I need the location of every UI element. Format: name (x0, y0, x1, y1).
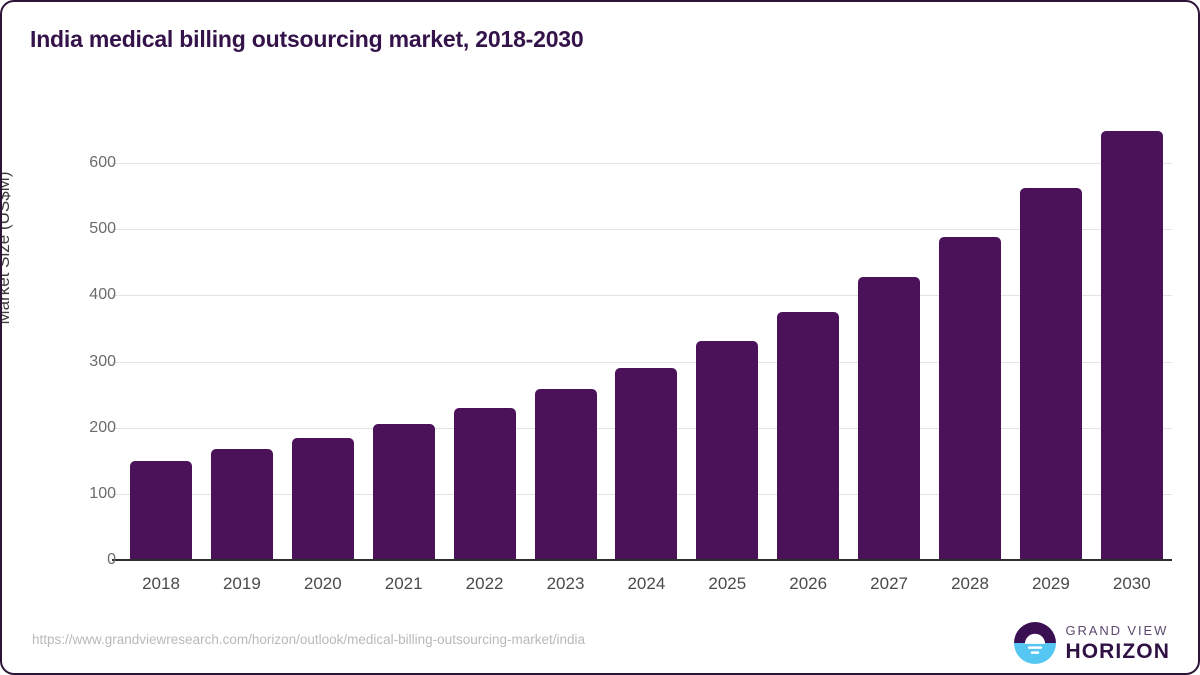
page-title: India medical billing outsourcing market… (30, 26, 584, 52)
logo-brand-line-1: GRAND VIEW (1065, 623, 1169, 638)
horizon-circle-icon (1014, 622, 1057, 664)
bar[interactable] (939, 236, 1001, 560)
x-axis-tick-label: 2020 (303, 574, 342, 593)
bar[interactable] (534, 389, 597, 560)
y-axis-tick-label: 600 (89, 154, 116, 172)
bar[interactable] (291, 437, 354, 560)
bar[interactable] (858, 276, 921, 560)
x-axis-line (112, 559, 1172, 561)
y-axis-tick-label: 100 (89, 484, 116, 502)
x-axis-tick-label: 2025 (708, 574, 747, 593)
y-axis-tick-label: 200 (89, 418, 116, 436)
x-axis-tick-label: 2024 (627, 574, 666, 593)
bar[interactable] (1019, 188, 1082, 560)
bar[interactable] (777, 311, 840, 560)
x-axis-tick-label: 2029 (1031, 574, 1070, 593)
logo-text: GRAND VIEW HORIZON (1065, 624, 1170, 662)
y-axis-title: Market Size (US$M) (0, 171, 13, 325)
source-url[interactable]: https://www.grandviewresearch.com/horizo… (32, 632, 585, 647)
y-axis-tick-label: 400 (89, 286, 116, 304)
logo-brand-line-2: HORIZON (1065, 640, 1170, 663)
x-axis-tick-label: 2021 (384, 574, 423, 593)
x-axis-tick-label: 2030 (1112, 574, 1151, 593)
gridline (112, 229, 1172, 231)
y-axis-tick-label: 300 (89, 352, 116, 370)
x-axis-tick-label: 2018 (142, 574, 180, 593)
bar[interactable] (453, 407, 516, 560)
x-axis-tick-label: 2023 (546, 574, 585, 593)
grand-view-horizon-logo[interactable]: GRAND VIEW HORIZON (1014, 622, 1170, 664)
y-axis-tick-label: 500 (89, 220, 116, 238)
bar[interactable] (130, 460, 192, 560)
y-axis-tick-label: 0 (107, 551, 116, 568)
bar[interactable] (372, 423, 435, 560)
bar[interactable] (210, 448, 273, 560)
bar[interactable] (1100, 130, 1163, 560)
x-axis-tick-label: 2019 (222, 574, 261, 593)
gridline (112, 163, 1172, 165)
gridline (112, 361, 1172, 363)
x-axis-tick-label: 2027 (870, 574, 908, 593)
x-axis-tick-label: 2026 (789, 574, 828, 593)
x-axis-tick-label: 2022 (465, 574, 504, 593)
x-axis-tick-label: 2028 (951, 574, 989, 593)
gridline (112, 295, 1172, 297)
plot-area (112, 97, 1172, 560)
bar[interactable] (615, 367, 678, 560)
bar[interactable] (696, 341, 759, 560)
